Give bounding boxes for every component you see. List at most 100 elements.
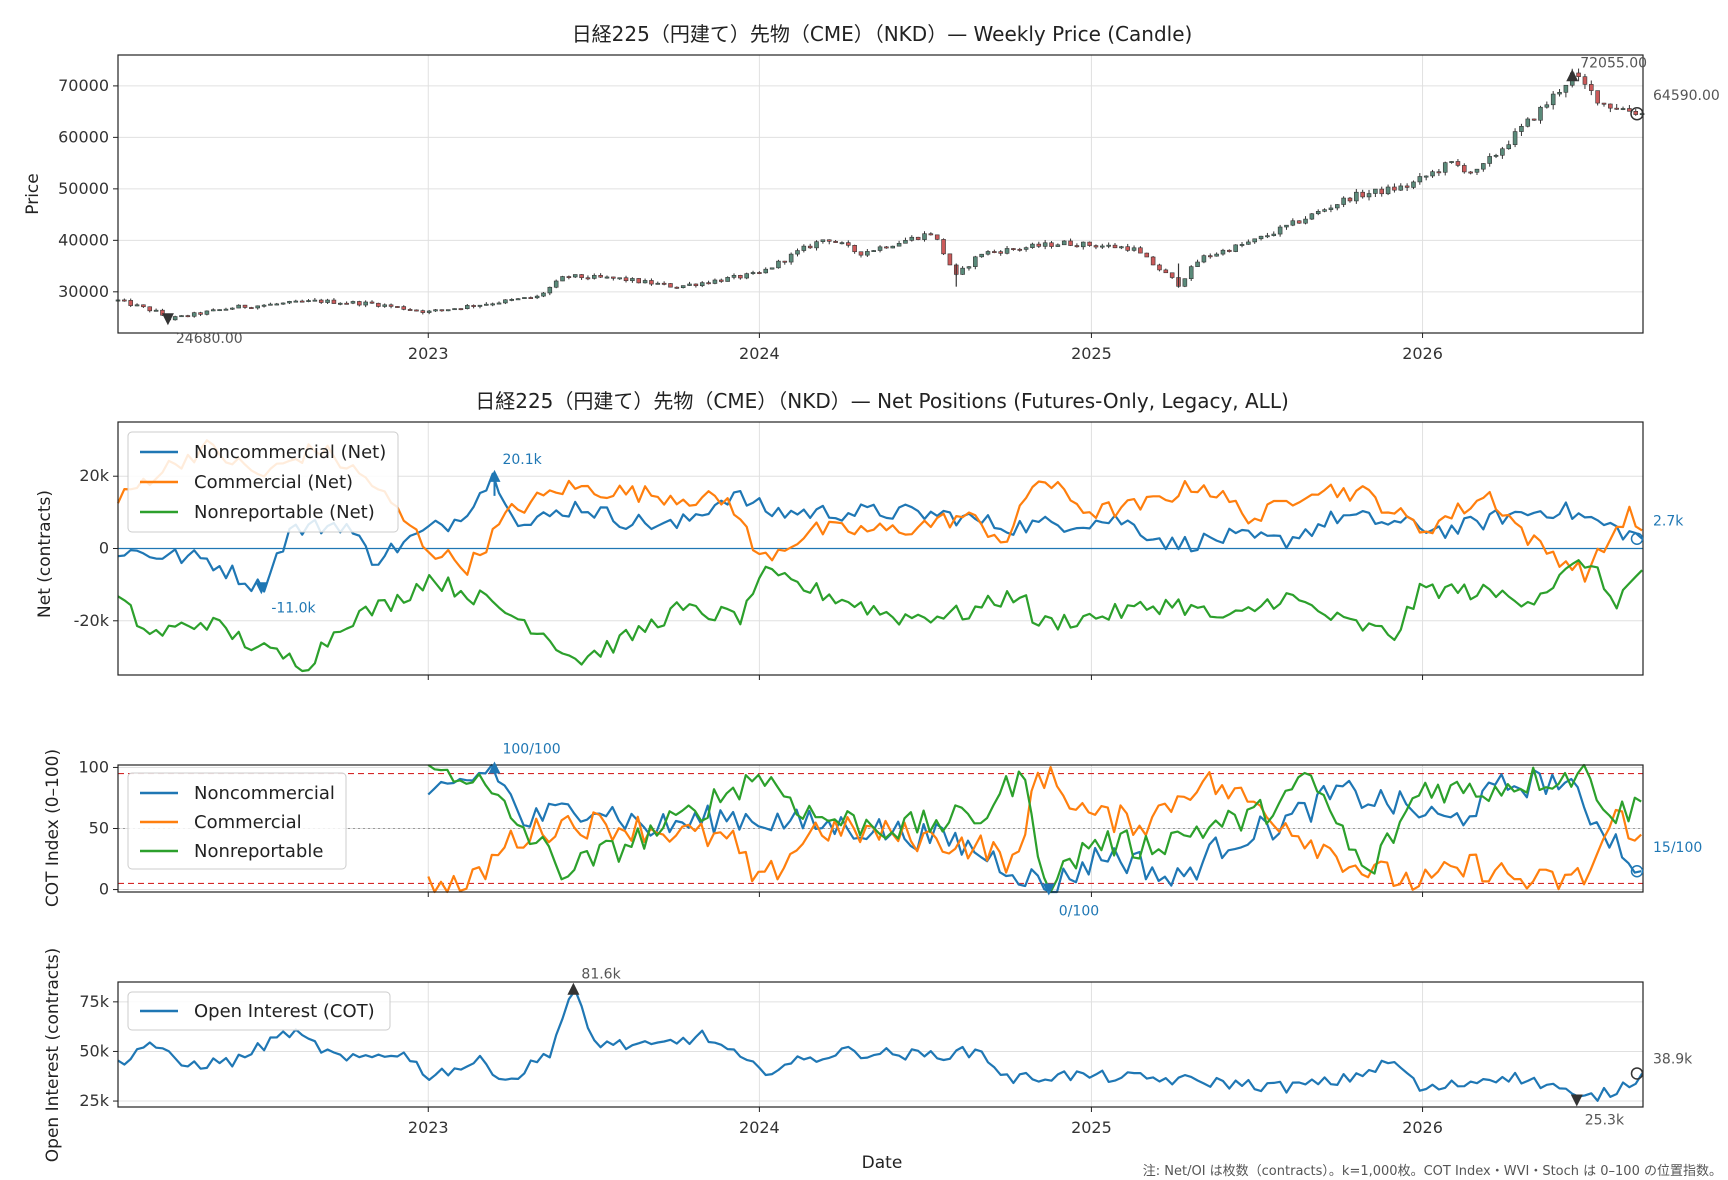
max-marker: [488, 469, 501, 482]
candle-body: [1042, 242, 1048, 247]
net-legend-nonreportable: Nonreportable (Net): [194, 502, 375, 523]
candle-body: [337, 302, 343, 305]
candle-body: [642, 280, 648, 284]
candle-body: [572, 274, 578, 278]
candle-body: [846, 242, 851, 246]
candle-body: [522, 297, 527, 299]
max-label: 81.6k: [581, 967, 621, 983]
candle-body: [325, 299, 330, 303]
candle-body: [1271, 233, 1277, 236]
candle-body: [503, 299, 508, 304]
candle-body: [941, 239, 946, 255]
candle-body: [585, 277, 591, 280]
y-tick-label: 70000: [58, 76, 109, 95]
min-label: 24680.00: [176, 331, 243, 347]
candle-body: [1633, 111, 1639, 115]
candle-body: [1004, 248, 1010, 254]
candle-body: [509, 299, 514, 301]
candle-body: [807, 245, 813, 249]
candle-body: [560, 276, 565, 282]
candle-body: [985, 251, 991, 255]
y-tick-label: 30000: [58, 282, 109, 301]
candle-body: [484, 303, 489, 306]
y-tick-label: 100: [78, 757, 109, 776]
candle-body: [1449, 161, 1454, 163]
candle-body: [1011, 248, 1016, 250]
candle-body: [763, 268, 769, 274]
min-label: 25.3k: [1585, 1112, 1625, 1128]
max-marker: [1566, 69, 1579, 82]
candle-body: [1309, 213, 1315, 220]
series-line-nonreportable: [427, 763, 1642, 894]
series-line-nonreportable: [117, 559, 1643, 673]
candle-body: [388, 304, 394, 307]
candle-body: [401, 306, 407, 310]
candle-body: [1455, 161, 1461, 166]
candle-body: [839, 242, 845, 245]
candle-body: [1576, 72, 1581, 77]
candle-body: [750, 272, 756, 274]
candle-body: [776, 260, 781, 269]
candle-body: [915, 236, 921, 240]
candle-body: [928, 233, 934, 236]
candle-body: [433, 309, 438, 312]
candle-body: [1068, 240, 1073, 246]
candle-body: [395, 306, 400, 308]
candle-body: [261, 304, 267, 307]
y-tick-label: 25k: [79, 1091, 109, 1110]
net-legend: Noncommercial (Net) Commercial (Net) Non…: [127, 431, 399, 533]
candle-body: [1404, 185, 1410, 188]
candle-body: [420, 310, 426, 313]
candle-body: [331, 299, 337, 304]
y-tick-label: 50: [89, 819, 109, 838]
oi-y-axis-label: Open Interest (contracts): [43, 948, 63, 1162]
candle-body: [1398, 185, 1404, 191]
max-marker: [567, 982, 580, 995]
candle-body: [1220, 249, 1226, 255]
candle-body: [890, 245, 896, 249]
y-tick-label: 75k: [79, 992, 109, 1011]
candle-body: [369, 301, 375, 304]
candle-body: [858, 251, 864, 256]
candle-body: [1023, 247, 1029, 250]
candle-body: [1462, 165, 1467, 173]
candle-body: [547, 286, 553, 294]
candle-body: [496, 302, 502, 305]
max-marker: [488, 761, 501, 774]
candle-body: [1093, 245, 1099, 248]
candle-body: [1049, 242, 1054, 247]
candle-body: [769, 267, 775, 270]
candle-body: [1290, 220, 1296, 226]
y-tick-label: -20k: [74, 611, 110, 630]
candle-body: [1017, 248, 1023, 251]
candle-body: [1354, 191, 1359, 202]
candle-body: [649, 280, 654, 285]
candle-body: [1538, 106, 1543, 121]
candle-body: [1608, 103, 1613, 109]
candle-body: [1252, 238, 1257, 243]
candle-body: [979, 253, 984, 258]
candle-body: [865, 251, 870, 256]
candle-body: [1487, 156, 1492, 164]
candle-body: [274, 303, 280, 306]
candle-body: [490, 303, 495, 306]
price-panel: 日経225（円建て）先物（CME）（NKD）— Weekly Price (Ca…: [23, 22, 1720, 363]
min-marker: [255, 582, 268, 595]
candle-body: [1436, 171, 1442, 174]
candle-body: [579, 274, 584, 279]
cot-legend-nonreportable: Nonreportable: [194, 841, 323, 862]
candle-body: [426, 310, 432, 313]
candle-body: [439, 309, 445, 312]
last-label: 38.9k: [1653, 1051, 1693, 1067]
candle-body: [795, 250, 800, 255]
candle-body: [655, 282, 661, 285]
footnote: 注: Net/OI は枚数（contracts）。k=1,000枚。COT In…: [1143, 1164, 1722, 1179]
candle-body: [706, 282, 711, 285]
candle-body: [268, 303, 273, 306]
candle-body: [465, 305, 470, 309]
net-y-axis-label: Net (contracts): [35, 490, 55, 618]
candle-body: [617, 277, 622, 280]
min-marker: [161, 313, 174, 326]
candle-body: [611, 276, 616, 279]
candle-body: [960, 267, 965, 275]
